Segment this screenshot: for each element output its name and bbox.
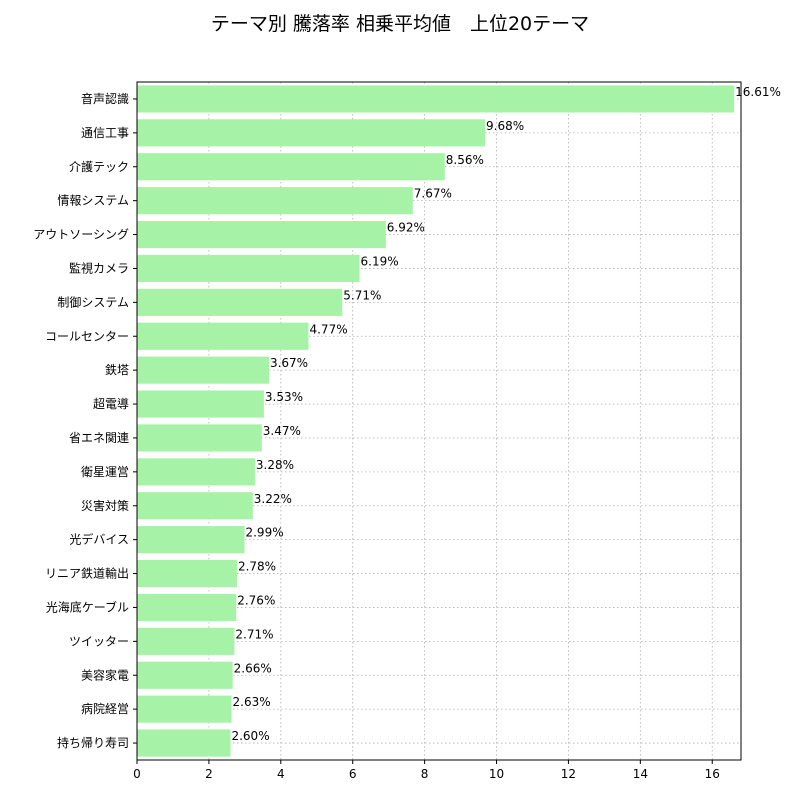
data-label: 9.68% <box>486 119 524 133</box>
data-label: 2.78% <box>238 560 276 574</box>
data-label: 16.61% <box>735 85 781 99</box>
bar <box>137 695 232 723</box>
x-tick-label: 4 <box>277 767 285 781</box>
category-label: 制御システム <box>57 294 129 309</box>
bar <box>137 424 262 452</box>
x-tick-label: 16 <box>705 767 720 781</box>
bar <box>137 85 735 113</box>
data-label: 2.66% <box>234 661 272 675</box>
category-label: 美容家電 <box>81 667 129 682</box>
data-label: 2.60% <box>231 729 269 743</box>
category-label: 災害対策 <box>81 498 129 513</box>
category-label: 光海底ケーブル <box>46 599 129 614</box>
x-tick-label: 14 <box>633 767 648 781</box>
data-label: 2.71% <box>235 627 273 641</box>
data-label: 7.67% <box>414 187 452 201</box>
category-label: 情報システム <box>57 194 129 208</box>
bar <box>137 322 309 350</box>
bar <box>137 559 237 588</box>
bar <box>137 526 245 554</box>
bar <box>137 356 269 384</box>
category-label: 省エネ関連 <box>69 431 129 445</box>
data-label: 2.76% <box>237 593 275 607</box>
category-label: 介護テック <box>69 159 129 174</box>
plot-frame <box>136 81 742 761</box>
category-label: 鉄塔 <box>105 362 129 377</box>
category-label: 音声認識 <box>81 91 129 106</box>
bar-layer <box>137 85 735 757</box>
label-layer: 音声認識 16.61% 通信工事 9.68% 介護テック 8.56% 情報システム 7.67%… <box>33 85 781 750</box>
data-label: 2.99% <box>245 526 283 540</box>
bar <box>137 254 360 283</box>
category-label: 通信工事 <box>81 126 129 140</box>
data-label: 6.19% <box>361 254 399 268</box>
axis-layer: 0 2 4 6 8 10 12 14 16 <box>133 98 720 781</box>
bar <box>137 220 386 249</box>
data-label: 2.63% <box>233 695 271 709</box>
category-label: 病院経営 <box>81 701 129 716</box>
category-label: アウトソーシング <box>33 228 129 242</box>
bar <box>137 492 253 520</box>
category-label: リニア鉄道輸出 <box>45 566 129 581</box>
bar <box>137 593 237 622</box>
bar <box>137 458 255 486</box>
data-label: 3.53% <box>265 390 303 404</box>
category-label: 監視カメラ <box>69 260 129 275</box>
bar <box>137 119 486 147</box>
x-tick-label: 10 <box>489 767 504 781</box>
data-label: 3.22% <box>254 492 292 506</box>
bar <box>137 729 231 757</box>
x-tick-label: 12 <box>561 767 576 781</box>
bar <box>137 288 343 316</box>
data-label: 3.67% <box>270 356 308 370</box>
category-label: 超電導 <box>93 396 129 411</box>
category-label: ツイッター <box>69 634 129 648</box>
data-label: 6.92% <box>387 221 425 235</box>
bar <box>137 187 413 215</box>
bar <box>137 627 235 655</box>
grid-layer <box>136 82 741 760</box>
data-label: 5.71% <box>343 288 381 302</box>
category-label: 持ち帰り寿司 <box>57 735 129 750</box>
data-label: 3.47% <box>263 424 301 438</box>
x-tick-label: 6 <box>349 767 357 781</box>
category-label: 光デバイス <box>69 532 129 547</box>
x-tick-label: 0 <box>133 767 141 781</box>
bar <box>137 390 264 418</box>
category-label: 衛星運営 <box>81 465 129 479</box>
category-label: コールセンター <box>45 329 129 343</box>
bar <box>137 153 445 181</box>
bar <box>137 661 233 689</box>
data-label: 4.77% <box>309 322 347 336</box>
data-label: 3.28% <box>256 458 294 472</box>
chart-title: テーマ別 騰落率 相乗平均値 上位20テーマ <box>210 13 590 35</box>
data-label: 8.56% <box>446 153 484 167</box>
x-tick-label: 2 <box>205 767 213 781</box>
x-tick-label: 8 <box>421 767 429 781</box>
